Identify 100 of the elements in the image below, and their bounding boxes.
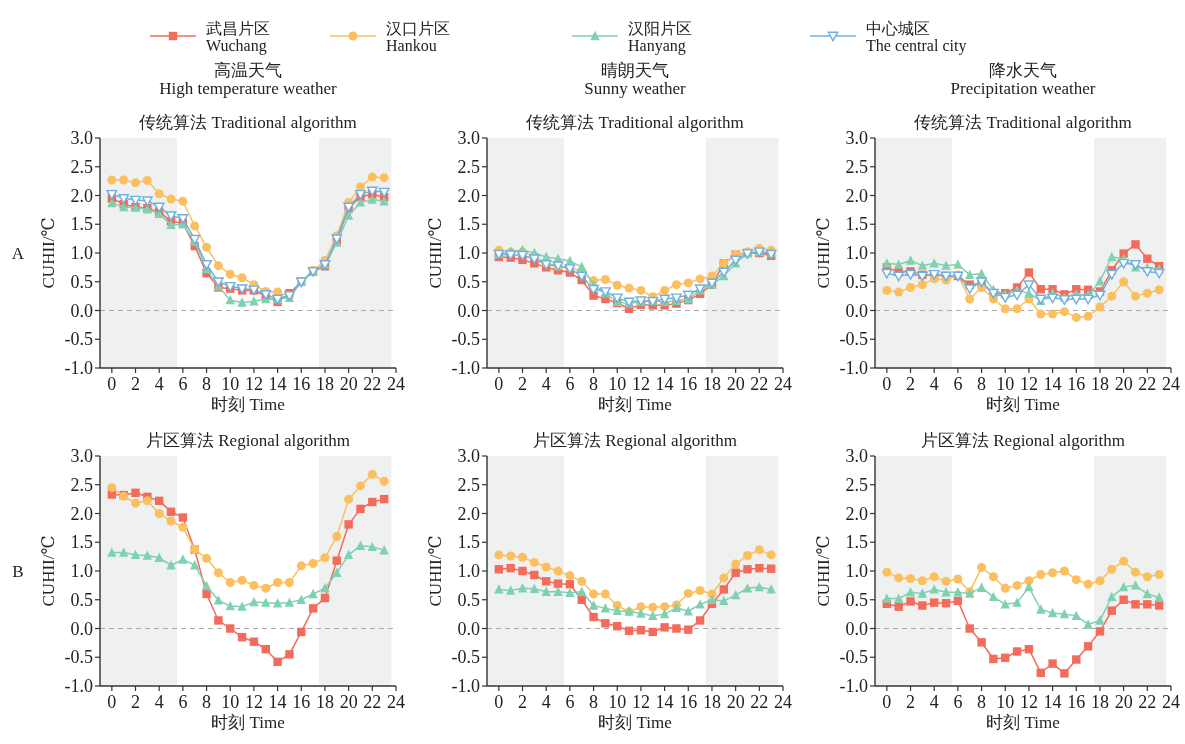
y-tick-label: 2.0	[845, 185, 868, 206]
x-tick-label: 20	[1114, 374, 1133, 394]
chart-title: 晴朗天气 Sunny weather	[584, 61, 687, 98]
y-tick-label: -1.0	[451, 676, 480, 696]
y-tick-label: 0.5	[70, 589, 93, 610]
x-tick-label: 10	[996, 374, 1015, 394]
y-axis-title: CUHII/℃	[814, 217, 833, 289]
y-tick-label: 3.0	[70, 128, 93, 148]
y-tick-label: 2.0	[70, 503, 93, 524]
y-tick-label: 2.5	[845, 156, 868, 177]
x-axis-title: 时刻 Time	[211, 395, 285, 414]
x-tick-label: 22	[363, 374, 382, 394]
x-tick-label: 10	[221, 692, 240, 712]
y-tick-label: 2.5	[845, 474, 868, 495]
x-tick-label: 20	[726, 692, 745, 712]
x-tick-label: 4	[541, 374, 551, 394]
y-tick-label: 2.0	[845, 503, 868, 524]
y-tick-label: 2.0	[457, 185, 480, 206]
x-tick-label: 12	[631, 374, 650, 394]
y-tick-label: 0.0	[845, 300, 868, 321]
legend-label: 汉阳片区 Hanyang	[628, 20, 692, 55]
x-tick-label: 12	[244, 692, 263, 712]
y-axis-title: CUHII/℃	[39, 535, 58, 607]
legend-label: 汉口片区 Hankou	[386, 20, 450, 54]
y-tick-label: -1.0	[64, 676, 93, 696]
y-tick-label: 0.5	[845, 589, 868, 610]
x-tick-label: 12	[1019, 692, 1038, 712]
x-tick-label: 2	[131, 692, 141, 712]
y-tick-label: -1.0	[451, 358, 480, 378]
x-tick-label: 8	[589, 692, 599, 712]
x-tick-label: 20	[1114, 692, 1133, 712]
chart-title: 高温天气 High temperature weather	[159, 61, 338, 98]
y-tick-label: 0.0	[845, 618, 868, 639]
y-tick-label: 1.5	[845, 214, 868, 235]
x-tick-label: 0	[107, 692, 117, 712]
x-tick-label: 16	[1067, 374, 1086, 394]
y-tick-label: -0.5	[839, 647, 868, 668]
x-tick-label: 18	[702, 692, 721, 712]
chart-title: 降水天气 Precipitation weather	[950, 61, 1096, 98]
x-tick-label: 12	[244, 374, 263, 394]
y-tick-label: -0.5	[64, 329, 93, 350]
y-tick-label: 2.5	[70, 474, 93, 495]
x-tick-label: 24	[387, 374, 405, 394]
y-tick-label: 2.0	[70, 185, 93, 206]
y-tick-label: 3.0	[70, 446, 93, 466]
x-tick-label: 2	[131, 374, 141, 394]
x-tick-label: 24	[1162, 374, 1180, 394]
y-tick-label: 1.5	[845, 532, 868, 553]
x-tick-label: 6	[565, 692, 575, 712]
y-axis-title: CUHII/℃	[426, 217, 445, 289]
y-tick-label: 1.0	[70, 243, 93, 263]
x-tick-label: 0	[882, 692, 892, 712]
y-tick-label: 3.0	[457, 446, 480, 466]
y-tick-label: -1.0	[839, 676, 868, 696]
x-tick-label: 18	[1090, 692, 1109, 712]
x-tick-label: 2	[518, 692, 528, 712]
x-tick-label: 22	[363, 692, 382, 712]
y-tick-label: 0.5	[845, 271, 868, 292]
x-tick-label: 4	[541, 692, 551, 712]
x-tick-label: 4	[154, 692, 164, 712]
x-tick-label: 0	[107, 374, 117, 394]
x-tick-label: 16	[1067, 692, 1086, 712]
y-axis-title: CUHII/℃	[814, 535, 833, 607]
x-tick-label: 14	[655, 374, 674, 394]
x-tick-label: 20	[726, 374, 745, 394]
text: A	[11, 244, 25, 263]
y-tick-label: -0.5	[451, 647, 480, 668]
y-tick-label: 0.5	[70, 271, 93, 292]
x-tick-label: 6	[565, 374, 575, 394]
chart-title: 片区算法 Regional algorithm	[533, 431, 737, 450]
legend-label: 武昌片区 Wuchang	[206, 20, 270, 55]
y-tick-label: 1.5	[70, 214, 93, 235]
legend-label: 中心城区 The central city	[866, 20, 967, 55]
x-tick-label: 8	[977, 374, 987, 394]
x-tick-label: 14	[268, 692, 287, 712]
x-tick-label: 18	[1090, 374, 1109, 394]
x-tick-label: 2	[906, 692, 916, 712]
y-tick-label: -0.5	[64, 647, 93, 668]
x-tick-label: 18	[315, 692, 334, 712]
y-axis-title: CUHII/℃	[426, 535, 445, 607]
x-tick-label: 20	[339, 374, 358, 394]
x-tick-label: 22	[750, 692, 769, 712]
x-tick-label: 24	[387, 692, 405, 712]
x-tick-label: 4	[154, 374, 164, 394]
y-tick-label: -0.5	[451, 329, 480, 350]
x-axis-title: 时刻 Time	[598, 395, 672, 414]
y-tick-label: 0.5	[457, 589, 480, 610]
x-axis-title: 时刻 Time	[986, 713, 1060, 732]
x-tick-label: 10	[221, 374, 240, 394]
y-tick-label: 1.0	[457, 243, 480, 263]
y-tick-label: 1.5	[70, 532, 93, 553]
y-tick-label: 0.0	[70, 618, 93, 639]
y-tick-label: 1.5	[457, 532, 480, 553]
chart-title: 片区算法 Regional algorithm	[921, 431, 1125, 450]
x-tick-label: 10	[608, 692, 627, 712]
x-tick-label: 22	[1138, 692, 1157, 712]
x-tick-label: 24	[774, 692, 792, 712]
x-tick-label: 10	[996, 692, 1015, 712]
x-tick-label: 10	[608, 374, 627, 394]
x-tick-label: 16	[292, 692, 311, 712]
